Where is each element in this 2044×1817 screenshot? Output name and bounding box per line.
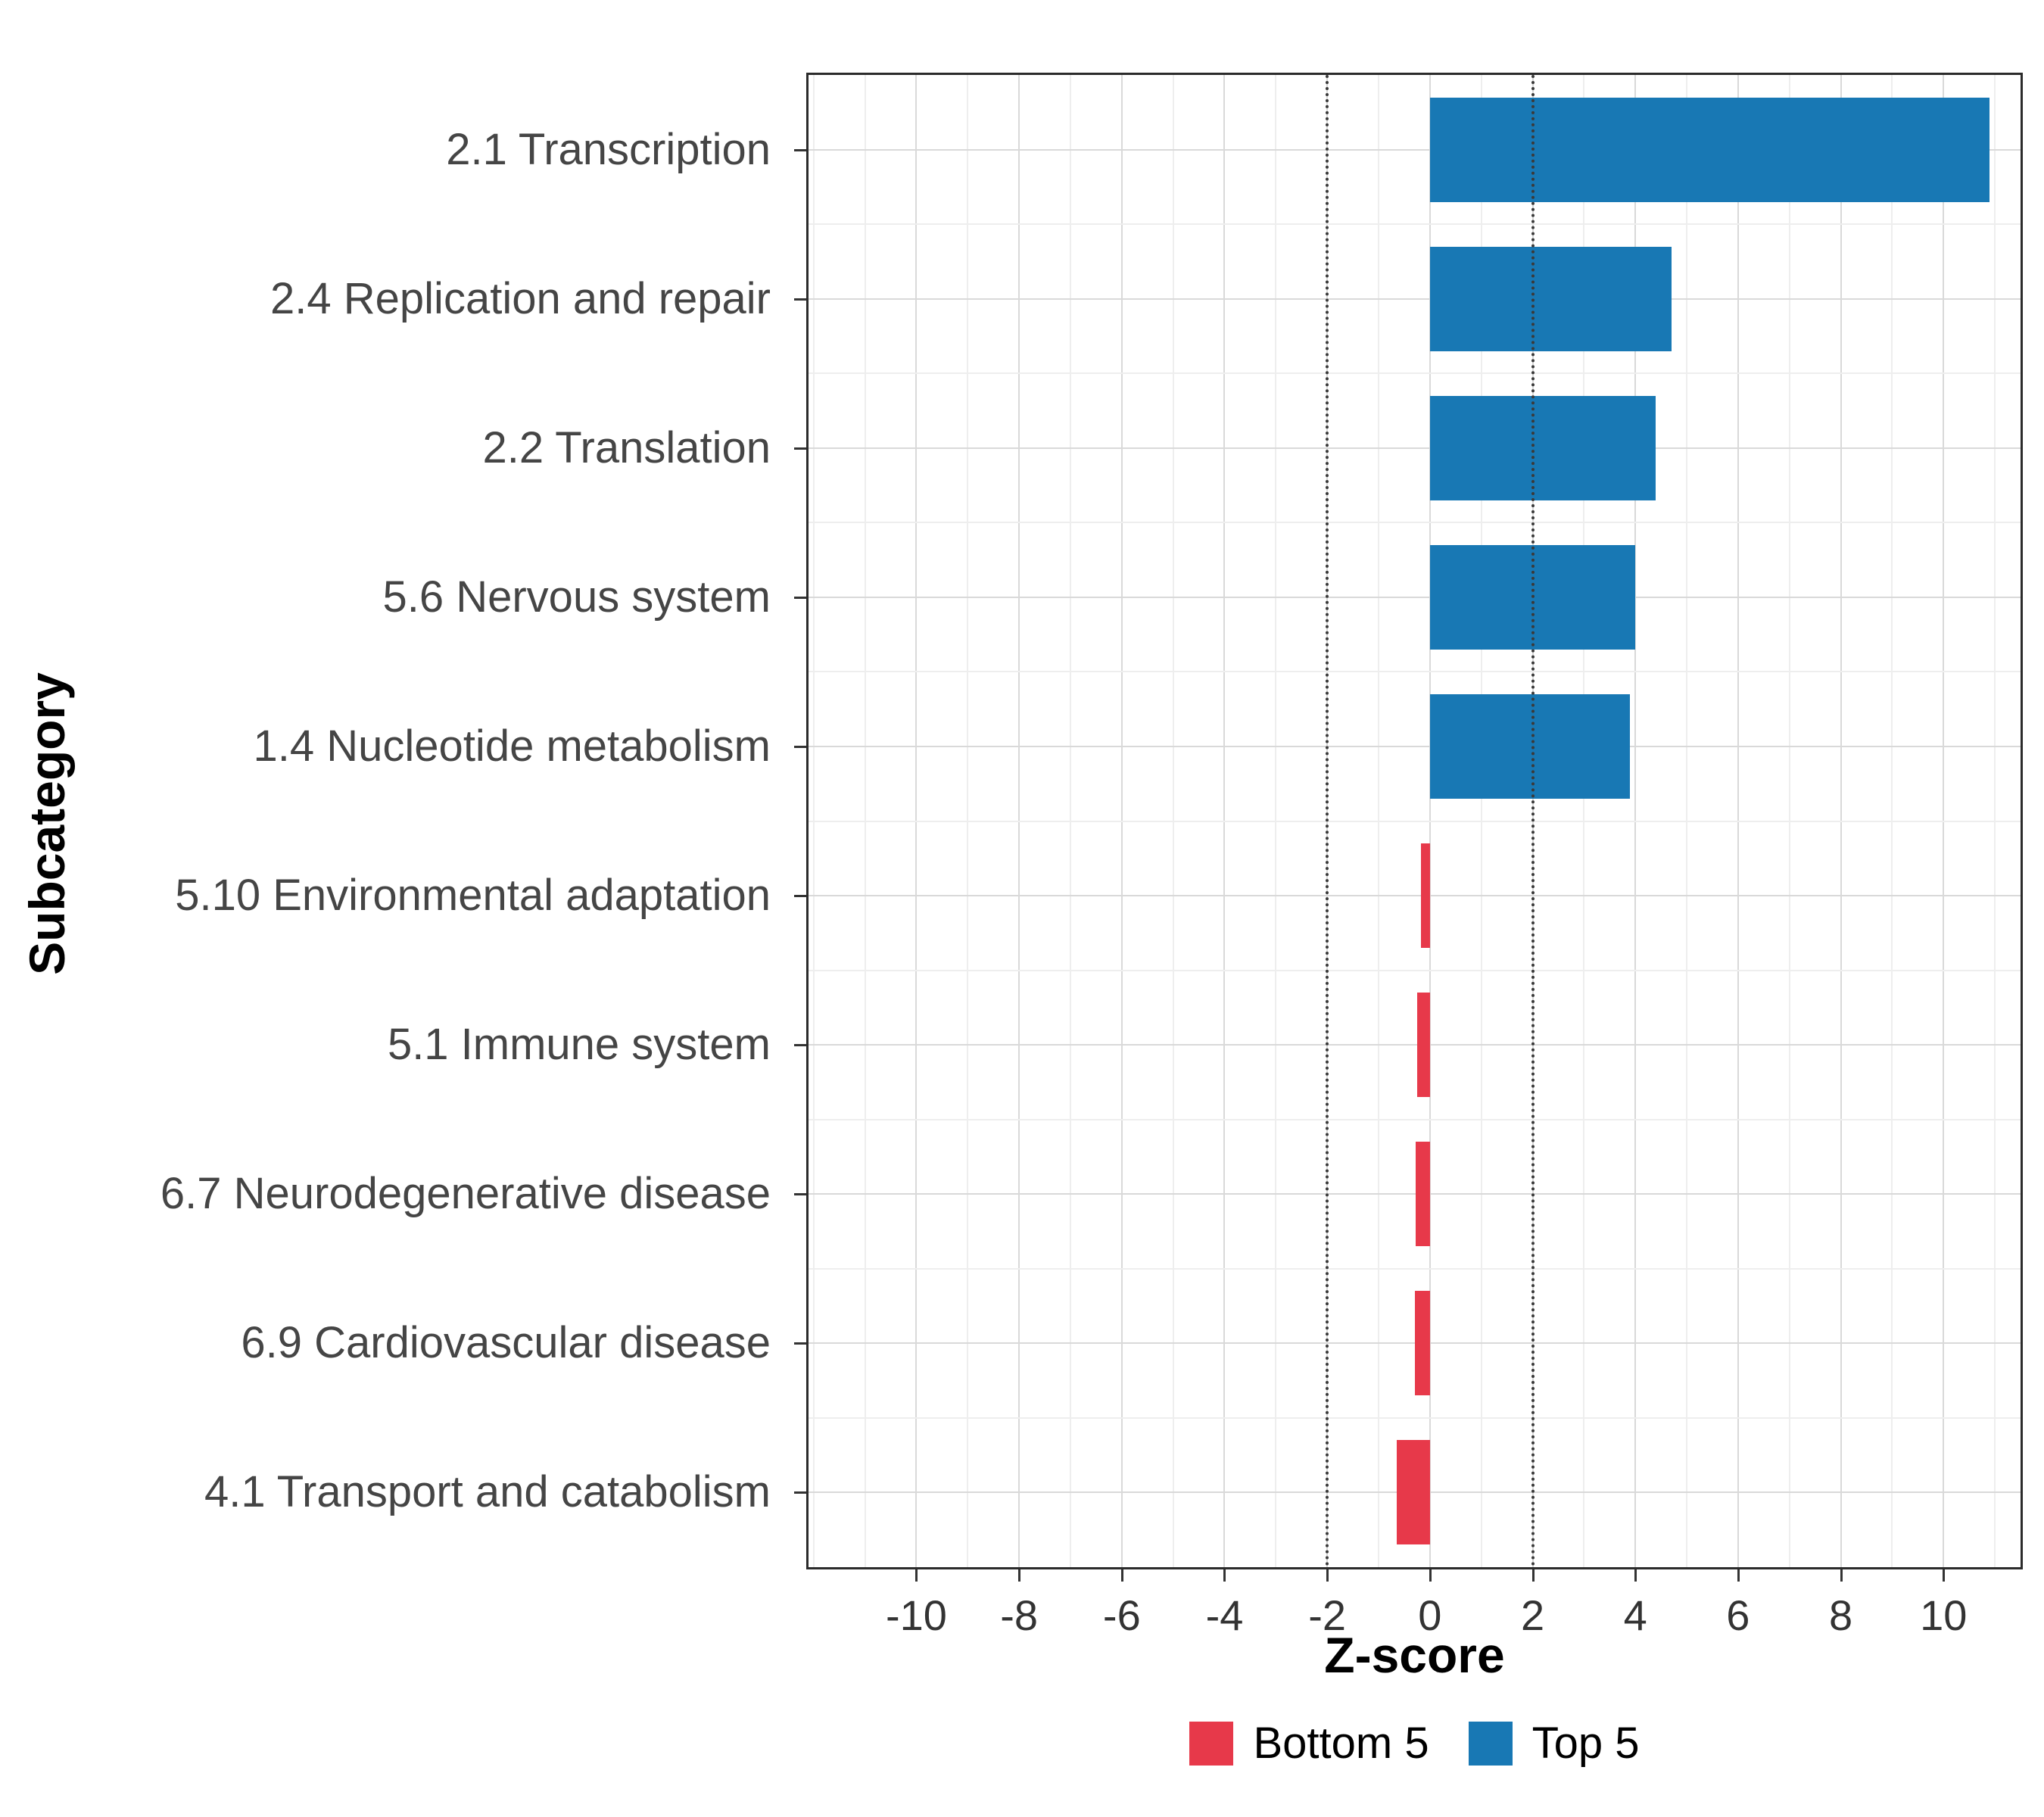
y-axis-tick-label: 2.2 Translation: [482, 422, 771, 472]
legend-label: Top 5: [1531, 1719, 1640, 1768]
x-axis-tick-mark: [1943, 1569, 1946, 1582]
y-axis-tick-label: 5.10 Environmental adaptation: [175, 871, 771, 921]
x-axis-tick-label: -2: [1308, 1591, 1347, 1639]
gridline-major-y: [809, 745, 2021, 747]
legend-swatch: [1189, 1722, 1234, 1766]
bar: [1414, 1291, 1430, 1396]
gridline-major-y: [809, 1193, 2021, 1195]
gridline-major-y: [809, 895, 2021, 897]
y-axis-tick-label: 5.6 Nervous system: [382, 572, 771, 622]
y-axis-tick-mark: [794, 148, 806, 151]
bar: [1415, 1142, 1430, 1247]
x-axis-tick-label: 8: [1828, 1591, 1853, 1639]
x-axis-tick-mark: [1737, 1569, 1740, 1582]
x-axis-title: Z-score: [1324, 1627, 1505, 1683]
x-axis-tick-label: 0: [1418, 1591, 1442, 1639]
x-axis-tick-mark: [1840, 1569, 1843, 1582]
gridline-minor-y: [809, 671, 2021, 673]
gridline-minor-y: [809, 1417, 2021, 1419]
x-axis-tick-mark: [1120, 1569, 1123, 1582]
legend-item: Bottom 5: [1189, 1722, 1429, 1766]
gridline-minor-y: [809, 223, 2021, 226]
bar: [1429, 395, 1656, 500]
legend-item: Top 5: [1468, 1719, 1640, 1768]
reference-line: [1531, 75, 1535, 1567]
bar: [1429, 246, 1672, 351]
gridline-major-y: [809, 1044, 2021, 1046]
y-axis-tick-label: 2.4 Replication and repair: [270, 273, 771, 323]
x-axis-tick-label: -6: [1102, 1591, 1141, 1639]
gridline-major-y: [809, 596, 2021, 598]
y-axis-tick-mark: [794, 1342, 806, 1345]
x-axis-tick-label: 10: [1920, 1591, 1968, 1639]
legend-label: Bottom 5: [1253, 1719, 1429, 1768]
x-axis-tick-mark: [915, 1569, 918, 1582]
y-axis-tick-mark: [794, 745, 806, 748]
plot-panel: [806, 73, 2023, 1569]
y-axis-tick-mark: [794, 895, 806, 898]
x-axis-tick-label: -4: [1205, 1591, 1244, 1639]
x-axis-tick-label: -10: [885, 1591, 947, 1639]
bar: [1429, 97, 1990, 202]
y-axis-tick-mark: [794, 1193, 806, 1196]
y-axis-tick-mark: [794, 596, 806, 599]
y-axis-tick-label: 6.9 Cardiovascular disease: [241, 1318, 771, 1368]
x-axis-tick-label: 6: [1726, 1591, 1750, 1639]
x-axis-tick-mark: [1634, 1569, 1637, 1582]
x-axis-tick-mark: [1429, 1569, 1432, 1582]
y-axis-tick-mark: [794, 1044, 806, 1047]
bar: [1396, 1440, 1430, 1545]
reference-line: [1326, 75, 1329, 1567]
gridline-minor-y: [809, 522, 2021, 524]
x-axis-tick-label: 4: [1623, 1591, 1647, 1639]
y-axis-tick-label: 1.4 Nucleotide metabolism: [253, 721, 771, 771]
y-axis-tick-label: 6.7 Neurodegenerative disease: [160, 1169, 771, 1219]
x-axis-tick-label: -8: [1000, 1591, 1039, 1639]
y-axis-tick-label: 5.1 Immune system: [387, 1020, 771, 1070]
y-axis-tick-label: 4.1 Transport and catabolism: [204, 1467, 771, 1517]
gridline-minor-y: [809, 1267, 2021, 1270]
y-axis-tick-label: 2.1 Transcription: [446, 124, 771, 174]
legend: Bottom 5 Top 5: [806, 1717, 2023, 1770]
x-axis-tick-mark: [1223, 1569, 1226, 1582]
x-axis-tick-mark: [1326, 1569, 1329, 1582]
gridline-minor-y: [809, 820, 2021, 822]
y-axis-tick-mark: [794, 1491, 806, 1494]
x-axis-tick-mark: [1018, 1569, 1021, 1582]
x-axis-tick-label: 2: [1520, 1591, 1545, 1639]
legend-swatch: [1468, 1722, 1513, 1766]
gridline-minor-y: [809, 969, 2021, 971]
gridline-major-y: [809, 447, 2021, 449]
bar: [1429, 693, 1631, 799]
y-axis-tick-mark: [794, 447, 806, 450]
gridline-major-y: [809, 148, 2021, 151]
x-axis-tick-mark: [1531, 1569, 1535, 1582]
gridline-minor-y: [809, 372, 2021, 375]
gridline-major-y: [809, 298, 2021, 300]
gridline-minor-y: [809, 1118, 2021, 1120]
bar: [1416, 993, 1430, 1098]
bar: [1420, 843, 1430, 949]
y-axis-tick-mark: [794, 298, 806, 301]
